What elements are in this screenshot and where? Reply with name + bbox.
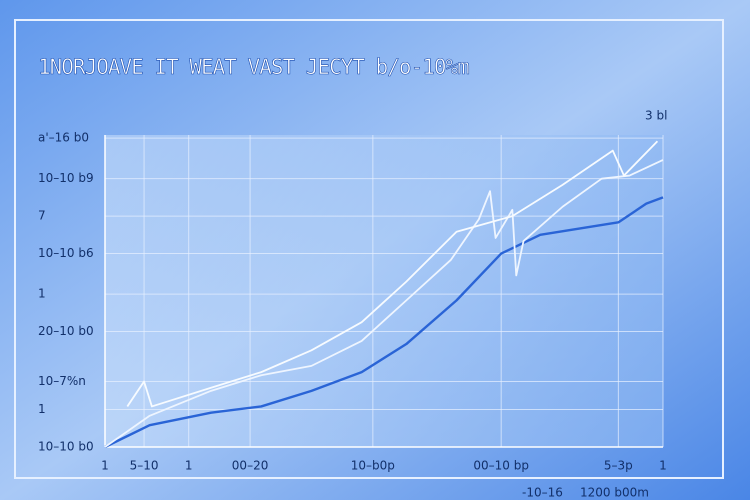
x-tick-label: 10–b0p bbox=[351, 459, 395, 473]
y-tick-label: 1 bbox=[38, 402, 46, 416]
annotation: 1200 b00m bbox=[580, 486, 649, 500]
x-tick-label: 1 bbox=[185, 459, 193, 473]
y-tick-label: 10–10 b0 bbox=[38, 440, 94, 454]
y-tick-label: 10–10 b6 bbox=[38, 246, 94, 260]
y-tick-label: 7 bbox=[38, 209, 46, 223]
x-tick-label: 1 bbox=[101, 459, 109, 473]
line-series bbox=[104, 196, 664, 449]
chart-title: 1NORJOAVE IT WEAT VAST JECYT b/o-10%m bbox=[38, 55, 469, 79]
y-tick-label: 10–10 b9 bbox=[38, 171, 94, 185]
plot-area bbox=[105, 135, 663, 447]
y-tick-label: 10–7%n bbox=[38, 374, 86, 388]
y-tick-label: a'–16 b0 bbox=[38, 131, 89, 145]
x-tick-label: 5–10 bbox=[130, 459, 159, 473]
x-tick-label: 00–10 bp bbox=[473, 459, 529, 473]
y-tick-label: 20–10 b0 bbox=[38, 324, 94, 338]
y-tick-label: 1 bbox=[38, 287, 46, 301]
panel bbox=[14, 19, 724, 479]
x-tick-label: 5–3p bbox=[604, 459, 633, 473]
annotation: 3 bl bbox=[645, 109, 667, 123]
line-series bbox=[104, 159, 664, 448]
annotation: -10–16 bbox=[522, 486, 563, 500]
line-series bbox=[126, 140, 659, 408]
x-tick-label: 00–20 bbox=[232, 459, 269, 473]
x-tick-label: 1 bbox=[659, 459, 667, 473]
